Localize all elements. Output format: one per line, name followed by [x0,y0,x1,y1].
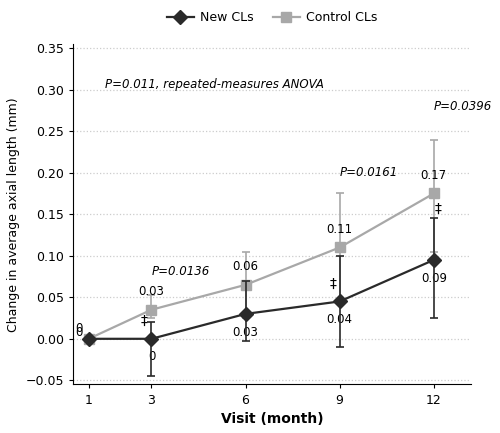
Text: 0: 0 [76,326,83,339]
Legend: New CLs, Control CLs: New CLs, Control CLs [162,6,383,29]
Text: 0.03: 0.03 [138,285,164,298]
Text: P=0.0161: P=0.0161 [340,165,398,178]
Text: 0.17: 0.17 [420,169,447,182]
Text: ‡: ‡ [141,314,148,328]
Text: 0.06: 0.06 [232,260,258,273]
Text: 0.03: 0.03 [232,326,258,339]
Text: 0: 0 [148,350,155,363]
X-axis label: Visit (month): Visit (month) [221,412,324,426]
Text: P=0.0136: P=0.0136 [152,265,210,278]
Text: 0.09: 0.09 [421,271,447,284]
Text: ‡: ‡ [435,202,442,216]
Text: P=0.0396: P=0.0396 [434,100,492,113]
Text: 0.04: 0.04 [326,313,352,326]
Text: 0.11: 0.11 [326,223,352,236]
Text: ‡: ‡ [330,277,336,291]
Text: 0: 0 [76,322,83,335]
Y-axis label: Change in average axial length (mm): Change in average axial length (mm) [7,97,20,332]
Text: P=0.011, repeated-measures ANOVA: P=0.011, repeated-measures ANOVA [105,78,324,91]
